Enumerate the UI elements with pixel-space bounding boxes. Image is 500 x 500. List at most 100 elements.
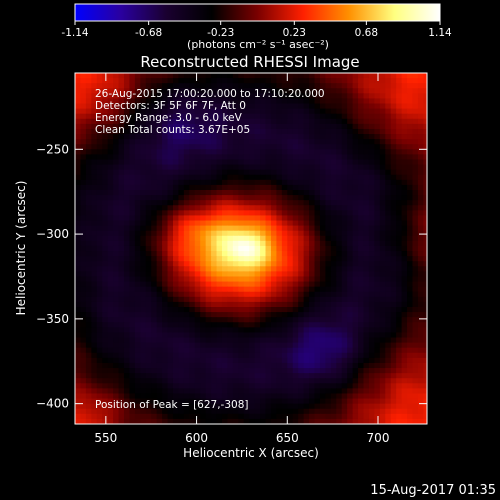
heatmap-cell	[107, 164, 114, 171]
heatmap-cell	[85, 398, 92, 405]
heatmap-cell	[85, 286, 92, 293]
heatmap-cell	[178, 352, 185, 359]
heatmap-cell	[385, 286, 392, 293]
heatmap-cell	[113, 108, 120, 115]
heatmap-cell	[341, 93, 348, 100]
heatmap-cell	[140, 113, 147, 120]
heatmap-cell	[178, 383, 185, 389]
heatmap-cell	[129, 418, 136, 424]
heatmap-cell	[281, 108, 288, 115]
heatmap-cell	[401, 347, 408, 354]
heatmap-cell	[216, 261, 223, 267]
heatmap-cell	[303, 220, 310, 227]
heatmap-cell	[107, 245, 114, 252]
heatmap-cell	[107, 113, 114, 120]
heatmap-cell	[368, 378, 375, 384]
heatmap-cell	[183, 383, 190, 389]
heatmap-cell	[167, 322, 174, 328]
heatmap-cell	[102, 342, 109, 349]
heatmap-cell	[347, 352, 354, 359]
heatmap-cell	[260, 164, 267, 171]
heatmap-cell	[325, 337, 332, 344]
heatmap-cell	[363, 88, 370, 94]
heatmap-cell	[260, 98, 267, 105]
heatmap-cell	[287, 347, 294, 354]
heatmap-cell	[401, 251, 408, 257]
heatmap-cell	[298, 174, 305, 181]
heatmap-cell	[379, 139, 386, 145]
heatmap-cell	[194, 190, 201, 196]
heatmap-cell	[227, 337, 234, 344]
heatmap-cell	[390, 337, 397, 344]
heatmap-cell	[162, 118, 169, 125]
heatmap-cell	[325, 261, 332, 267]
heatmap-cell	[243, 230, 250, 237]
heatmap-cell	[221, 383, 229, 389]
heatmap-cell	[140, 103, 147, 110]
heatmap-cell	[243, 200, 250, 206]
heatmap-cell	[189, 118, 196, 125]
heatmap-cell	[260, 230, 267, 237]
heatmap-cell	[249, 73, 256, 79]
heatmap-cell	[243, 337, 250, 344]
heatmap-cell	[276, 123, 283, 130]
heatmap-cell	[232, 342, 239, 349]
heatmap-cell	[265, 245, 272, 252]
heatmap-cell	[347, 271, 354, 278]
heatmap-cell	[178, 388, 185, 395]
heatmap-cell	[319, 240, 326, 247]
heatmap-cell	[417, 362, 424, 369]
heatmap-cell	[254, 128, 261, 135]
heatmap-cell	[80, 220, 87, 227]
heatmap-cell	[216, 174, 223, 181]
heatmap-cell	[145, 301, 152, 308]
heatmap-cell	[134, 342, 141, 349]
heatmap-cell	[281, 169, 288, 176]
heatmap-cell	[189, 296, 196, 303]
heatmap-cell	[216, 179, 223, 186]
heatmap-cell	[254, 383, 261, 389]
heatmap-cell	[336, 159, 343, 166]
heatmap-cell	[423, 144, 427, 150]
heatmap-cell	[396, 251, 403, 257]
heatmap-cell	[140, 195, 147, 201]
heatmap-cell	[249, 378, 256, 384]
heatmap-cell	[129, 352, 136, 359]
heatmap-cell	[270, 154, 277, 161]
heatmap-cell	[113, 230, 120, 237]
heatmap-cell	[298, 159, 305, 166]
heatmap-cell	[270, 332, 277, 339]
heatmap-cell	[189, 240, 196, 247]
heatmap-cell	[298, 393, 305, 400]
heatmap-cell	[211, 159, 218, 166]
heatmap-cell	[341, 240, 348, 247]
heatmap-cell	[91, 230, 98, 237]
heatmap-cell	[363, 301, 370, 308]
heatmap-cell	[265, 134, 272, 140]
heatmap-cell	[123, 271, 131, 278]
heatmap-cell	[281, 179, 288, 186]
heatmap-cell	[265, 169, 272, 176]
heatmap-cell	[172, 225, 180, 232]
heatmap-cell	[123, 93, 131, 100]
heatmap-cell	[91, 73, 98, 79]
heatmap-cell	[189, 169, 196, 176]
heatmap-cell	[80, 230, 87, 237]
heatmap-cell	[178, 403, 185, 410]
heatmap-cell	[292, 362, 299, 369]
heatmap-cell	[216, 190, 223, 196]
heatmap-cell	[281, 403, 288, 410]
heatmap-cell	[379, 108, 386, 115]
heatmap-cell	[243, 128, 250, 135]
heatmap-cell	[134, 256, 141, 262]
heatmap-cell	[379, 312, 386, 318]
heatmap-cell	[194, 286, 201, 293]
heatmap-cell	[417, 291, 424, 298]
heatmap-cell	[396, 93, 403, 100]
heatmap-cell	[238, 266, 245, 272]
heatmap-cell	[151, 123, 158, 130]
heatmap-cell	[227, 215, 234, 222]
heatmap-cell	[254, 205, 261, 211]
heatmap-cell	[140, 139, 147, 145]
heatmap-cell	[352, 184, 359, 191]
